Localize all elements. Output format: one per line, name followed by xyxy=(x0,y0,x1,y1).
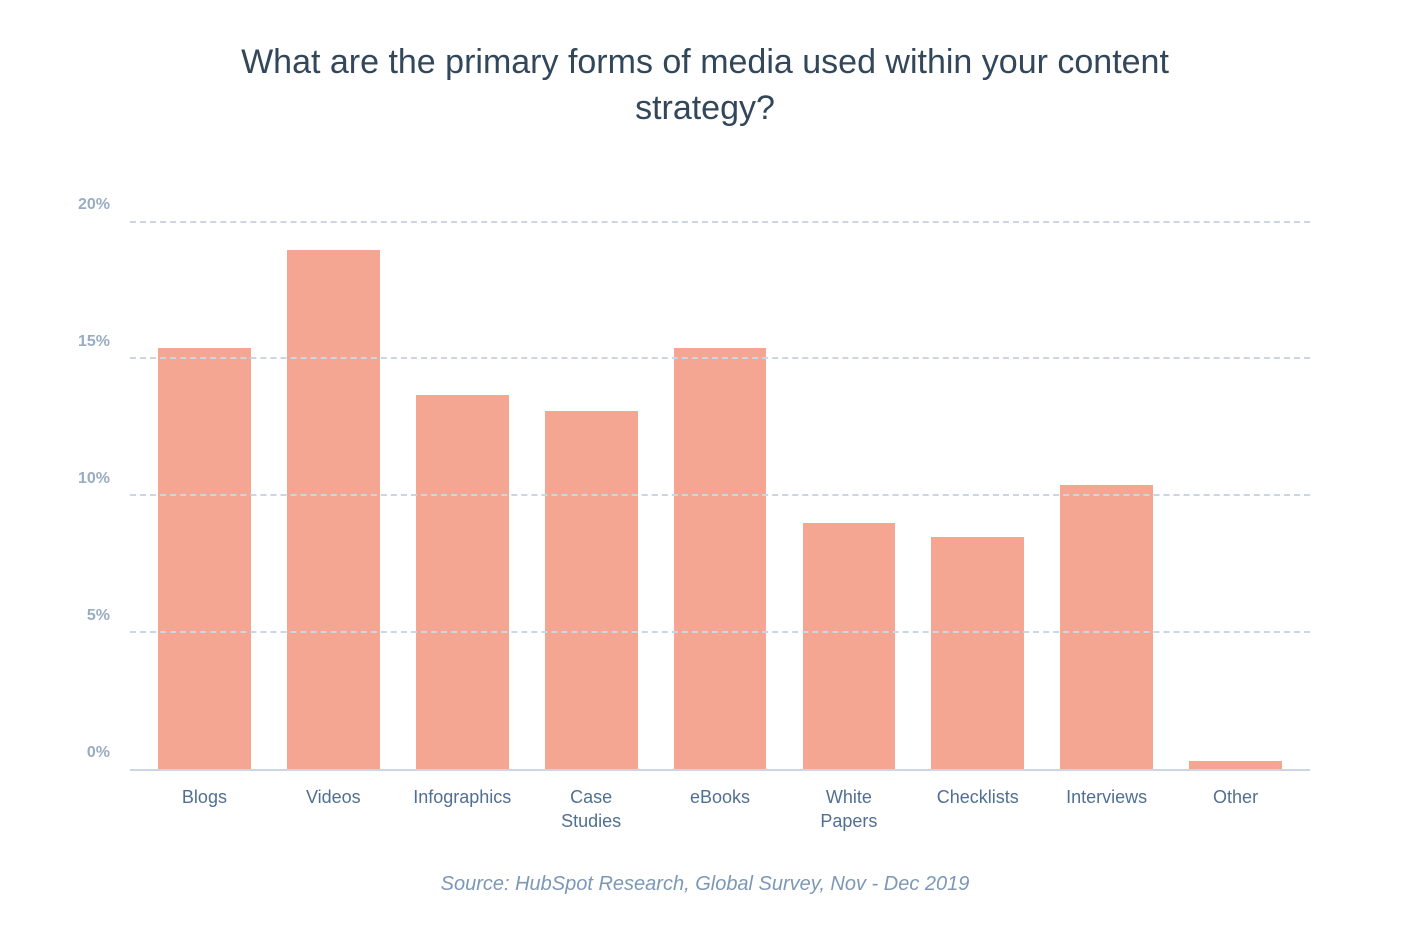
x-tick-label: Interviews xyxy=(1042,786,1171,833)
y-axis: 0% 5% 10% 15% 20% xyxy=(60,182,130,771)
bar-wrapper xyxy=(140,182,269,769)
y-tick-label: 0% xyxy=(87,744,110,762)
bar-wrapper xyxy=(1042,182,1171,769)
x-tick-label: Videos xyxy=(269,786,398,833)
bar xyxy=(931,537,1024,769)
bar-wrapper xyxy=(1171,182,1300,769)
gridline xyxy=(130,357,1310,359)
x-tick-label: Infographics xyxy=(398,786,527,833)
x-tick-label: Blogs xyxy=(140,786,269,833)
bar xyxy=(158,348,251,769)
bar-wrapper xyxy=(527,182,656,769)
x-tick-label: eBooks xyxy=(656,786,785,833)
bar-wrapper xyxy=(784,182,913,769)
bars-container xyxy=(130,182,1310,769)
x-tick-label: Checklists xyxy=(913,786,1042,833)
gridline xyxy=(130,631,1310,633)
x-tick-label: Other xyxy=(1171,786,1300,833)
gridline xyxy=(130,494,1310,496)
x-tick-label: WhitePapers xyxy=(784,786,913,833)
bar-wrapper xyxy=(913,182,1042,769)
chart-title: What are the primary forms of media used… xyxy=(60,40,1350,132)
bar xyxy=(674,348,767,769)
x-tick-label: CaseStudies xyxy=(527,786,656,833)
bar xyxy=(545,411,638,769)
y-tick-label: 5% xyxy=(87,607,110,625)
bar xyxy=(1060,485,1153,769)
chart-source: Source: HubSpot Research, Global Survey,… xyxy=(60,873,1350,896)
y-tick-label: 15% xyxy=(78,333,110,351)
bar-wrapper xyxy=(398,182,527,769)
bar xyxy=(287,250,380,769)
y-tick-label: 20% xyxy=(78,196,110,214)
x-axis-labels-inner: BlogsVideosInfographicsCaseStudieseBooks… xyxy=(130,786,1310,833)
plot-area xyxy=(130,182,1310,771)
bar-wrapper xyxy=(269,182,398,769)
chart-area: 0% 5% 10% 15% 20% xyxy=(60,182,1350,771)
bar xyxy=(803,523,896,769)
bar xyxy=(1189,761,1282,769)
bar-wrapper xyxy=(656,182,785,769)
x-axis-labels: BlogsVideosInfographicsCaseStudieseBooks… xyxy=(60,786,1350,833)
y-tick-label: 10% xyxy=(78,470,110,488)
bar xyxy=(416,395,509,769)
chart-container: What are the primary forms of media used… xyxy=(60,40,1350,896)
gridline xyxy=(130,221,1310,223)
